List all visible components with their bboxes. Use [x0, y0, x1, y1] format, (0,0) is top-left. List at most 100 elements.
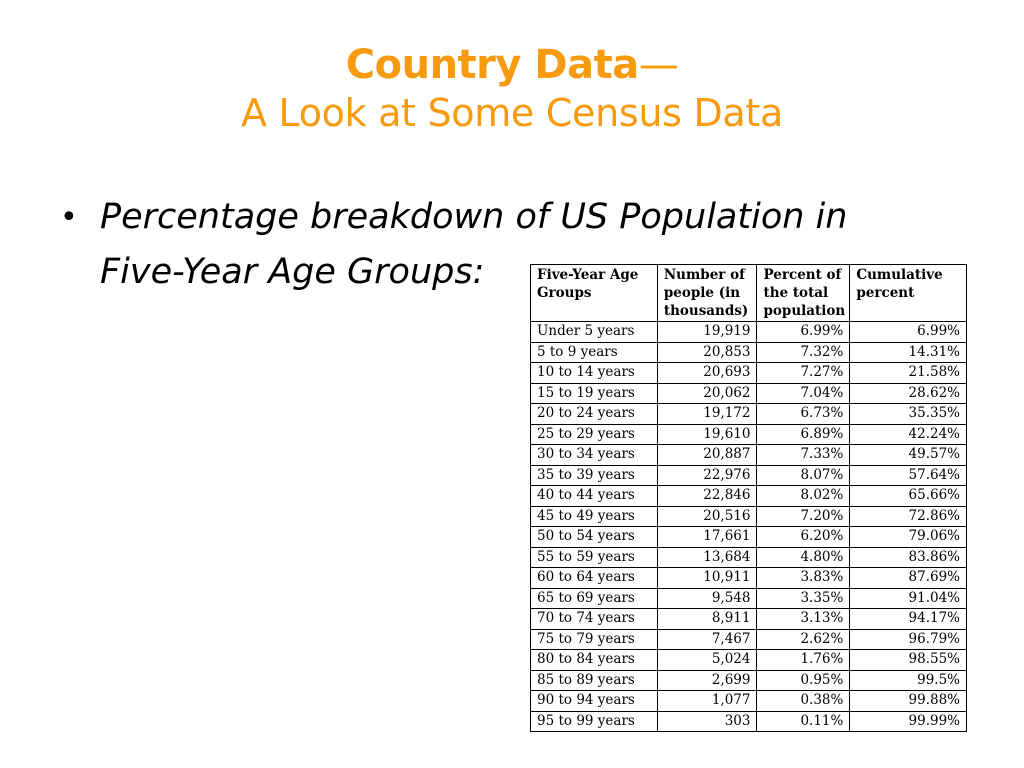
- age-group-cell: 40 to 44 years: [530, 485, 658, 507]
- table-header-row: Five-Year Age Groups Number of people (i…: [530, 264, 967, 322]
- people-count-cell: 19,919: [656, 321, 758, 343]
- table-row: 80 to 84 years 5,024 1.76% 98.55%: [530, 649, 967, 671]
- cumulative-cell: 91.04%: [849, 587, 967, 609]
- people-count-cell: 7,467: [656, 628, 758, 650]
- table-row: 25 to 29 years 19,610 6.89% 42.24%: [530, 423, 967, 445]
- census-table: Five-Year Age Groups Number of people (i…: [530, 264, 967, 732]
- age-group-cell: 50 to 54 years: [530, 526, 658, 548]
- title-line-1: Country Data—: [0, 40, 1024, 90]
- table-row: 95 to 99 years 303 0.11% 99.99%: [530, 710, 967, 732]
- percent-cell: 7.33%: [756, 444, 851, 466]
- cumulative-cell: 87.69%: [849, 567, 967, 589]
- age-group-cell: 45 to 49 years: [530, 505, 658, 527]
- percent-cell: 7.27%: [756, 362, 851, 384]
- percent-cell: 3.35%: [756, 587, 851, 609]
- bullet-point: • Percentage breakdown of US Population …: [60, 190, 940, 300]
- age-group-cell: 85 to 89 years: [530, 669, 658, 691]
- percent-cell: 2.62%: [756, 628, 851, 650]
- table-row: 85 to 89 years 2,699 0.95% 99.5%: [530, 669, 967, 691]
- cumulative-cell: 72.86%: [849, 505, 967, 527]
- table-row: 30 to 34 years 20,887 7.33% 49.57%: [530, 444, 967, 466]
- table-row: Under 5 years 19,919 6.99% 6.99%: [530, 321, 967, 343]
- percent-cell: 0.11%: [756, 710, 851, 732]
- people-count-cell: 17,661: [656, 526, 758, 548]
- percent-cell: 7.32%: [756, 341, 851, 363]
- table-row: 15 to 19 years 20,062 7.04% 28.62%: [530, 382, 967, 404]
- table-row: 40 to 44 years 22,846 8.02% 65.66%: [530, 485, 967, 507]
- people-count-cell: 10,911: [656, 567, 758, 589]
- people-count-cell: 20,062: [656, 382, 758, 404]
- cumulative-cell: 83.86%: [849, 546, 967, 568]
- title-dash: —: [638, 42, 679, 88]
- age-group-cell: 80 to 84 years: [530, 649, 658, 671]
- percent-cell: 7.20%: [756, 505, 851, 527]
- age-group-cell: 75 to 79 years: [530, 628, 658, 650]
- cumulative-cell: 99.5%: [849, 669, 967, 691]
- cumulative-cell: 98.55%: [849, 649, 967, 671]
- age-group-cell: 60 to 64 years: [530, 567, 658, 589]
- age-group-cell: Under 5 years: [530, 321, 658, 343]
- header-age-groups: Five-Year Age Groups: [530, 264, 658, 322]
- percent-cell: 1.76%: [756, 649, 851, 671]
- table-row: 35 to 39 years 22,976 8.07% 57.64%: [530, 464, 967, 486]
- percent-cell: 0.38%: [756, 690, 851, 712]
- people-count-cell: 20,693: [656, 362, 758, 384]
- age-group-cell: 15 to 19 years: [530, 382, 658, 404]
- table-row: 20 to 24 years 19,172 6.73% 35.35%: [530, 403, 967, 425]
- people-count-cell: 1,077: [656, 690, 758, 712]
- people-count-cell: 22,976: [656, 464, 758, 486]
- people-count-cell: 8,911: [656, 608, 758, 630]
- title-main: Country Data: [345, 42, 639, 88]
- table-row: 45 to 49 years 20,516 7.20% 72.86%: [530, 505, 967, 527]
- percent-cell: 8.07%: [756, 464, 851, 486]
- cumulative-cell: 49.57%: [849, 444, 967, 466]
- age-group-cell: 30 to 34 years: [530, 444, 658, 466]
- header-percent-total: Percent of the total population: [756, 264, 851, 322]
- people-count-cell: 20,887: [656, 444, 758, 466]
- cumulative-cell: 96.79%: [849, 628, 967, 650]
- percent-cell: 6.20%: [756, 526, 851, 548]
- percent-cell: 4.80%: [756, 546, 851, 568]
- table-row: 55 to 59 years 13,684 4.80% 83.86%: [530, 546, 967, 568]
- table-body: Under 5 years 19,919 6.99% 6.99% 5 to 9 year…: [530, 321, 967, 732]
- age-group-cell: 35 to 39 years: [530, 464, 658, 486]
- cumulative-cell: 35.35%: [849, 403, 967, 425]
- people-count-cell: 303: [656, 710, 758, 732]
- cumulative-cell: 79.06%: [849, 526, 967, 548]
- table-row: 50 to 54 years 17,661 6.20% 79.06%: [530, 526, 967, 548]
- cumulative-cell: 14.31%: [849, 341, 967, 363]
- cumulative-cell: 99.99%: [849, 710, 967, 732]
- table-row: 60 to 64 years 10,911 3.83% 87.69%: [530, 567, 967, 589]
- percent-cell: 6.73%: [756, 403, 851, 425]
- age-group-cell: 90 to 94 years: [530, 690, 658, 712]
- percent-cell: 0.95%: [756, 669, 851, 691]
- people-count-cell: 19,610: [656, 423, 758, 445]
- people-count-cell: 9,548: [656, 587, 758, 609]
- cumulative-cell: 21.58%: [849, 362, 967, 384]
- cumulative-cell: 57.64%: [849, 464, 967, 486]
- cumulative-cell: 28.62%: [849, 382, 967, 404]
- age-group-cell: 5 to 9 years: [530, 341, 658, 363]
- age-group-cell: 65 to 69 years: [530, 587, 658, 609]
- percent-cell: 7.04%: [756, 382, 851, 404]
- age-group-cell: 20 to 24 years: [530, 403, 658, 425]
- people-count-cell: 13,684: [656, 546, 758, 568]
- table-row: 10 to 14 years 20,693 7.27% 21.58%: [530, 362, 967, 384]
- cumulative-cell: 94.17%: [849, 608, 967, 630]
- percent-cell: 3.13%: [756, 608, 851, 630]
- percent-cell: 8.02%: [756, 485, 851, 507]
- table-row: 65 to 69 years 9,548 3.35% 91.04%: [530, 587, 967, 609]
- people-count-cell: 20,853: [656, 341, 758, 363]
- percent-cell: 6.89%: [756, 423, 851, 445]
- people-count-cell: 2,699: [656, 669, 758, 691]
- age-group-cell: 10 to 14 years: [530, 362, 658, 384]
- age-group-cell: 70 to 74 years: [530, 608, 658, 630]
- people-count-cell: 19,172: [656, 403, 758, 425]
- bullet-text: Percentage breakdown of US Population in…: [100, 197, 848, 292]
- table-row: 70 to 74 years 8,911 3.13% 94.17%: [530, 608, 967, 630]
- people-count-cell: 22,846: [656, 485, 758, 507]
- people-count-cell: 5,024: [656, 649, 758, 671]
- age-group-cell: 55 to 59 years: [530, 546, 658, 568]
- cumulative-cell: 6.99%: [849, 321, 967, 343]
